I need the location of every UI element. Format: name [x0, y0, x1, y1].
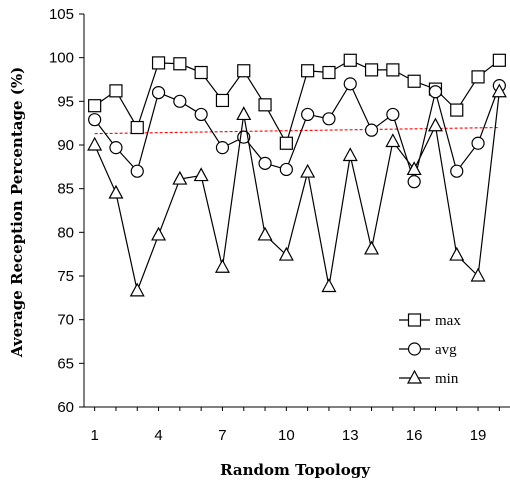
legend-label: avg	[435, 342, 457, 358]
legend-marker-min	[406, 369, 423, 384]
point-avg	[215, 141, 230, 155]
legend-marker-max	[407, 313, 422, 327]
point-max	[301, 64, 315, 78]
y-tick-label: 95	[57, 93, 74, 110]
legend: max avg min	[399, 313, 461, 387]
x-tick-label: 1	[90, 427, 98, 444]
point-min	[406, 161, 422, 176]
point-max	[364, 63, 379, 77]
y-tick-label: 90	[57, 137, 74, 154]
point-avg	[173, 94, 187, 108]
x-tick-label: 16	[406, 427, 423, 444]
point-avg	[88, 113, 102, 127]
legend-label: min	[435, 371, 459, 387]
point-avg	[258, 156, 272, 170]
point-max	[130, 120, 144, 135]
point-max	[279, 136, 293, 150]
point-avg	[151, 85, 166, 100]
y-tick-label: 65	[57, 355, 74, 372]
point-max	[450, 103, 464, 117]
axes	[83, 14, 510, 408]
point-avg	[130, 164, 144, 178]
point-avg	[450, 164, 464, 178]
legend-label: max	[435, 313, 461, 329]
legend-item-max: max	[399, 313, 461, 329]
point-avg	[279, 162, 293, 177]
point-min	[151, 226, 167, 241]
x-tick-label: 7	[218, 427, 226, 444]
legend-item-min: min	[399, 369, 459, 387]
point-min	[342, 147, 358, 162]
point-min	[300, 163, 316, 178]
point-avg	[364, 123, 379, 137]
point-avg	[343, 77, 357, 91]
point-max	[109, 84, 123, 98]
point-avg	[386, 107, 400, 122]
point-min	[214, 259, 230, 273]
point-max	[88, 99, 102, 113]
x-axis-label: Random Topology	[220, 461, 371, 479]
point-min	[364, 240, 380, 255]
x-tick-labels: 1 4 7 10 13 16 19	[90, 407, 500, 444]
x-tick-label: 4	[154, 427, 162, 444]
point-max	[258, 98, 272, 112]
point-min	[491, 83, 507, 98]
y-axis-label: Average Reception Percentage (%)	[8, 67, 26, 358]
y-tick-label: 100	[49, 50, 74, 67]
y-tick-label: 60	[57, 399, 74, 416]
point-max	[237, 64, 251, 78]
series-max	[88, 53, 506, 150]
series-line-min	[94, 91, 500, 293]
point-avg	[109, 141, 123, 155]
point-min	[236, 106, 252, 121]
y-tick-label: 70	[57, 312, 74, 329]
point-max	[471, 70, 485, 84]
point-avg	[194, 107, 208, 122]
point-min	[385, 133, 401, 148]
legend-item-avg: avg	[399, 342, 457, 358]
y-tick-label: 75	[57, 268, 74, 285]
point-max	[322, 65, 336, 80]
point-avg	[407, 175, 421, 189]
y-tick-label: 80	[57, 224, 74, 241]
point-avg	[428, 85, 443, 99]
point-min	[449, 246, 465, 261]
point-max	[194, 65, 208, 80]
point-min	[108, 184, 124, 199]
y-tick-label: 85	[57, 181, 74, 198]
point-max	[343, 53, 357, 67]
point-min	[470, 267, 486, 282]
y-tick-labels: 60 65 70 75 80 85 90 95 100 105	[49, 6, 84, 416]
point-max	[173, 57, 187, 71]
point-min	[257, 226, 273, 241]
point-min	[193, 167, 209, 182]
point-avg	[322, 112, 336, 126]
point-avg	[301, 107, 315, 122]
x-tick-label: 10	[278, 427, 295, 444]
point-max	[151, 56, 166, 70]
point-min	[427, 117, 443, 132]
series-min	[87, 83, 507, 297]
point-min	[321, 278, 337, 293]
legend-marker-avg	[407, 342, 422, 356]
x-tick-label: 13	[342, 427, 359, 444]
point-max	[492, 53, 506, 67]
point-min	[87, 136, 103, 151]
point-max	[386, 63, 400, 77]
point-avg	[471, 136, 485, 150]
point-min	[172, 170, 188, 185]
point-max	[407, 74, 421, 88]
series-layer	[87, 53, 507, 297]
point-max	[215, 93, 230, 108]
y-tick-label: 105	[49, 6, 74, 23]
x-tick-label: 19	[470, 427, 487, 444]
point-min	[278, 246, 294, 261]
point-min	[129, 282, 145, 297]
